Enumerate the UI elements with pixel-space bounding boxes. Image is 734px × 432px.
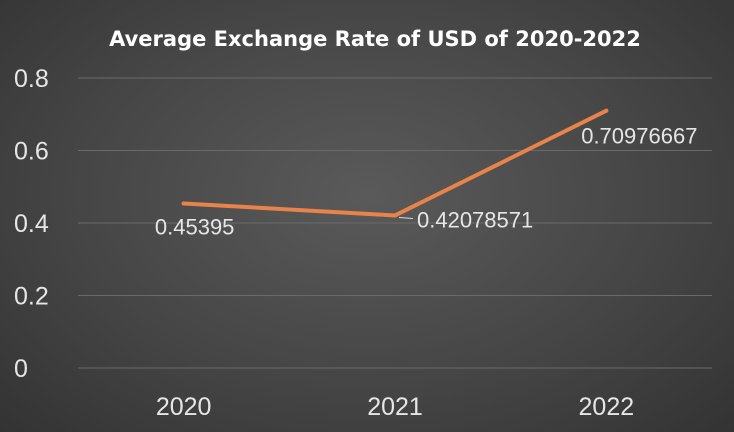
x-axis: 2020 2021 2022 xyxy=(156,393,634,421)
data-point xyxy=(604,108,609,113)
data-labels: 0.45395 0.42078571 0.70976667 xyxy=(155,124,698,240)
data-label: 0.45395 xyxy=(155,214,235,239)
y-tick-label: 0.2 xyxy=(14,283,49,311)
y-tick-label: 0.4 xyxy=(14,210,49,238)
y-tick-label: 0.8 xyxy=(14,65,49,93)
data-label: 0.42078571 xyxy=(417,207,533,232)
chart-title: Average Exchange Rate of USD of 2020-202… xyxy=(109,27,641,51)
x-tick-label: 2022 xyxy=(579,393,635,421)
x-tick-label: 2021 xyxy=(367,393,423,421)
data-label: 0.70976667 xyxy=(581,124,697,149)
data-point xyxy=(393,213,397,218)
series-line xyxy=(181,108,609,218)
gridlines xyxy=(78,77,712,369)
data-point xyxy=(181,201,186,206)
series-group xyxy=(181,108,609,218)
y-axis: 0 0.2 0.4 0.6 0.8 xyxy=(14,65,49,383)
y-tick-label: 0 xyxy=(14,355,28,383)
x-tick-label: 2020 xyxy=(156,393,212,421)
leader-line xyxy=(398,216,414,219)
y-tick-label: 0.6 xyxy=(14,138,49,166)
